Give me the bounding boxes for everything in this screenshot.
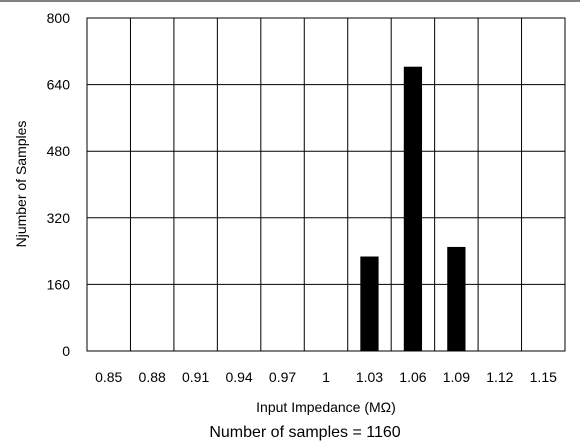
x-tick-labels: 0.85 0.88 0.91 0.94 0.97 1 1.03 1.06 1.09 1.12 1.1…	[95, 369, 557, 385]
x-axis-title: Input Impedance (MΩ)	[256, 399, 396, 415]
x-tick-label: 1.03	[356, 369, 383, 385]
bar-1.09	[447, 246, 466, 351]
x-tick-label: 0.94	[225, 369, 252, 385]
y-tick-label: 320	[47, 210, 71, 226]
x-tick-label: 0.85	[95, 369, 122, 385]
bar-series	[360, 66, 466, 352]
x-tick-label: 1.09	[443, 369, 470, 385]
x-tick-label: 1	[322, 369, 330, 385]
y-tick-label: 480	[47, 143, 71, 159]
y-tick-label: 800	[47, 10, 71, 26]
x-tick-label: 1.06	[399, 369, 426, 385]
x-tick-label: 1.12	[486, 369, 513, 385]
bar-1.06	[403, 66, 423, 352]
y-tick-labels: 0 160 320 480 640 800	[47, 10, 71, 359]
y-axis-title: Njumber of Samples	[13, 121, 29, 248]
x-tick-label: 0.97	[269, 369, 296, 385]
y-tick-label: 0	[62, 343, 70, 359]
sample-count-note: Number of samples = 1160	[209, 424, 400, 441]
bar-1.03	[360, 256, 379, 351]
grid-lines	[87, 18, 565, 351]
x-tick-label: 0.91	[182, 369, 209, 385]
x-tick-label: 1.15	[530, 369, 557, 385]
plot-area	[86, 17, 566, 352]
y-tick-label: 160	[47, 276, 71, 292]
y-tick-label: 640	[47, 77, 71, 93]
x-tick-label: 0.88	[139, 369, 166, 385]
